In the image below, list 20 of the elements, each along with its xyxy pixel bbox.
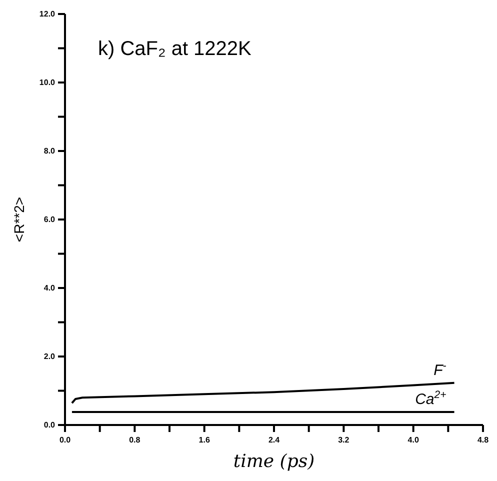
x-tick-label: 4.8 — [477, 436, 490, 445]
y-tick-label: 8.0 — [44, 146, 56, 156]
y-tick-label: 12.0 — [39, 10, 56, 19]
line-series — [70, 382, 456, 404]
x-tick-label: 4.0 — [408, 436, 420, 445]
series-label: F$^{-}$ — [434, 360, 447, 379]
x-tick-label: 1.6 — [198, 436, 210, 445]
series-label: Ca$^{2+}$ — [415, 388, 446, 408]
x-axis-title: time (ps) — [233, 451, 315, 472]
y-axis-title: <R**2> — [11, 196, 27, 242]
x-tick-label: 0.8 — [129, 436, 141, 445]
y-tick-label: 2.0 — [44, 352, 56, 362]
text: k) CaF₂ at 1222K — [98, 38, 252, 60]
x-tick-label: 0.0 — [59, 436, 72, 445]
x-tick-label: 2.4 — [268, 436, 280, 445]
y-tick-label: 4.0 — [44, 284, 56, 293]
x-tick-label: 3.2 — [338, 436, 350, 445]
y-tick-label: 6.0 — [44, 215, 56, 224]
y-tick-label: 0.0 — [44, 420, 56, 430]
y-tick-label: 10.0 — [39, 78, 56, 88]
